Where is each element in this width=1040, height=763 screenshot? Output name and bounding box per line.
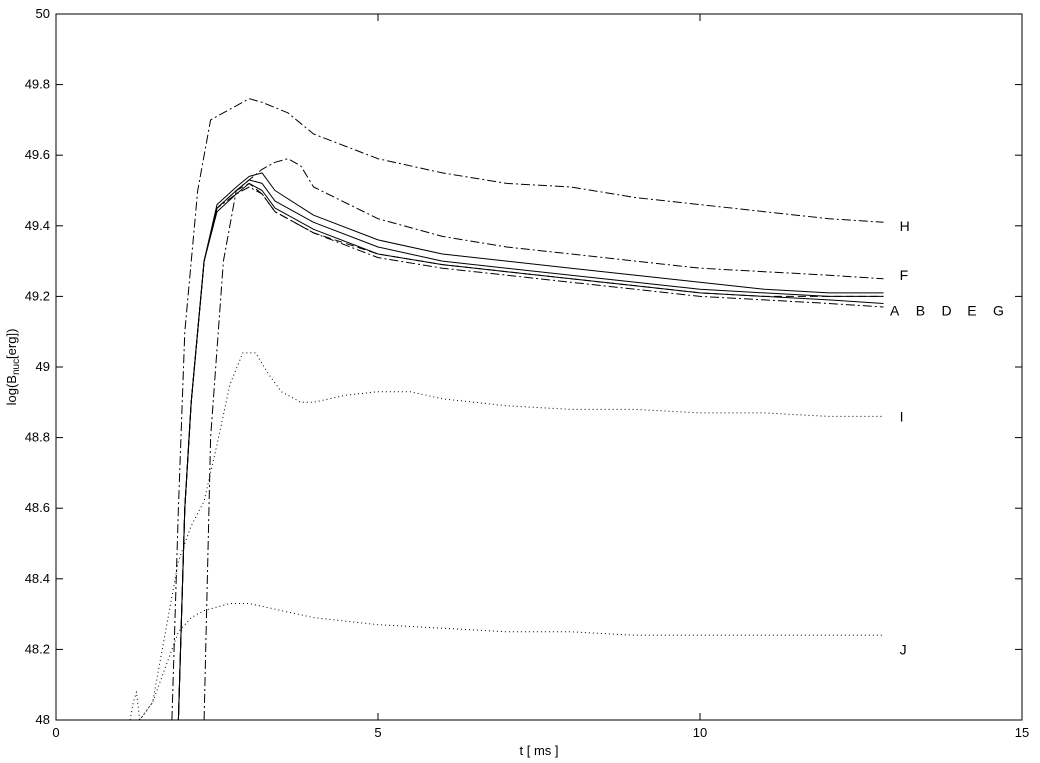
y-tick-label: 49.8 <box>25 77 50 92</box>
y-tick-label: 48.2 <box>25 641 50 656</box>
axes <box>55 13 1023 721</box>
y-axis-label-subscript: nuc <box>11 359 22 375</box>
y-axis-label-suffix: [erg]) <box>4 329 19 359</box>
series-label-h: H <box>900 218 910 234</box>
y-tick-label: 48 <box>36 712 50 727</box>
series-line-i <box>139 352 884 721</box>
y-tick-label: 48.8 <box>25 430 50 445</box>
plot-frame <box>55 13 1023 721</box>
x-tick-label: 10 <box>693 725 707 740</box>
y-tick-label: 49 <box>36 359 50 374</box>
y-tick-label: 49.4 <box>25 218 50 233</box>
series-line-j <box>129 603 884 721</box>
x-tick-label: 5 <box>374 725 381 740</box>
x-tick-label: 0 <box>52 725 59 740</box>
series-label-a: A <box>890 303 900 319</box>
x-ticks: 0 5 10 15 <box>52 14 1029 740</box>
series-label-f: F <box>900 267 909 283</box>
y-tick-label: 49.6 <box>25 147 50 162</box>
series-label-b: B <box>916 303 925 319</box>
series-line-b <box>177 179 884 721</box>
series-label-g: G <box>993 303 1004 319</box>
series-line-f <box>203 158 884 721</box>
series-label-d: D <box>942 303 952 319</box>
series-labels: H F A B D E G I J <box>890 218 1004 658</box>
y-tick-label: 49.2 <box>25 288 50 303</box>
series-label-i: I <box>900 408 904 424</box>
y-axis-label-prefix: log(B <box>4 375 19 405</box>
y-tick-label: 48.4 <box>25 571 50 586</box>
y-tick-label: 48.6 <box>25 500 50 515</box>
x-axis-label: t [ ms ] <box>520 743 559 758</box>
x-tick-label: 15 <box>1015 725 1029 740</box>
y-ticks: 48 48.2 48.4 48.6 48.8 49 49.2 49.4 49.6 49.8 50 <box>25 6 1022 727</box>
series-lines <box>129 98 884 721</box>
series-label-e: E <box>967 303 976 319</box>
series-line-h <box>171 98 884 721</box>
y-tick-label: 50 <box>36 6 50 21</box>
series-line-a <box>177 172 884 721</box>
y-axis-label: log(Bnuc[erg]) <box>4 329 22 406</box>
series-line-g <box>177 186 884 721</box>
series-label-j: J <box>900 641 907 657</box>
